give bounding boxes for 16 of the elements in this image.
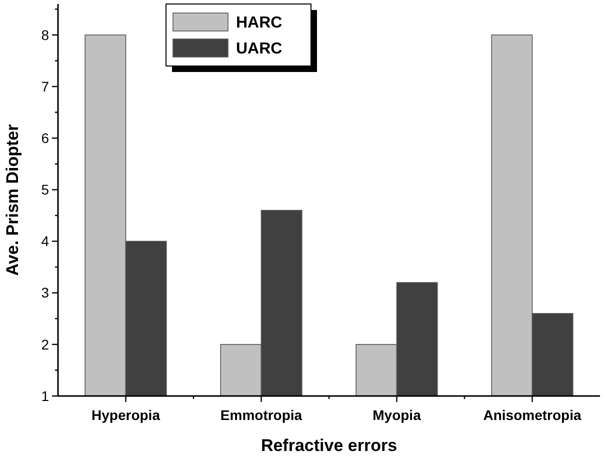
y-tick-label: 2	[41, 336, 50, 352]
x-tick-label: Hyperopia	[92, 407, 160, 423]
y-tick-label: 6	[41, 130, 50, 146]
x-tick-label: Myopia	[372, 407, 422, 423]
y-tick-label: 8	[41, 26, 50, 43]
y-tick-label: 4	[41, 233, 50, 250]
x-tick-label: Anisometropia	[483, 407, 582, 423]
y-tick-label: 5	[41, 182, 50, 198]
y-axis-title: Ave. Prism Diopter	[3, 124, 22, 276]
x-tick-label: Emmotropia	[220, 407, 302, 423]
x-axis-title: Refractive errors	[260, 436, 398, 455]
y-tick-label: 3	[41, 284, 50, 301]
legend-label: UARC	[236, 40, 283, 58]
legend-label: HARC	[236, 14, 283, 32]
y-tick-label: 7	[41, 78, 50, 94]
y-tick-label: 1	[41, 388, 50, 404]
